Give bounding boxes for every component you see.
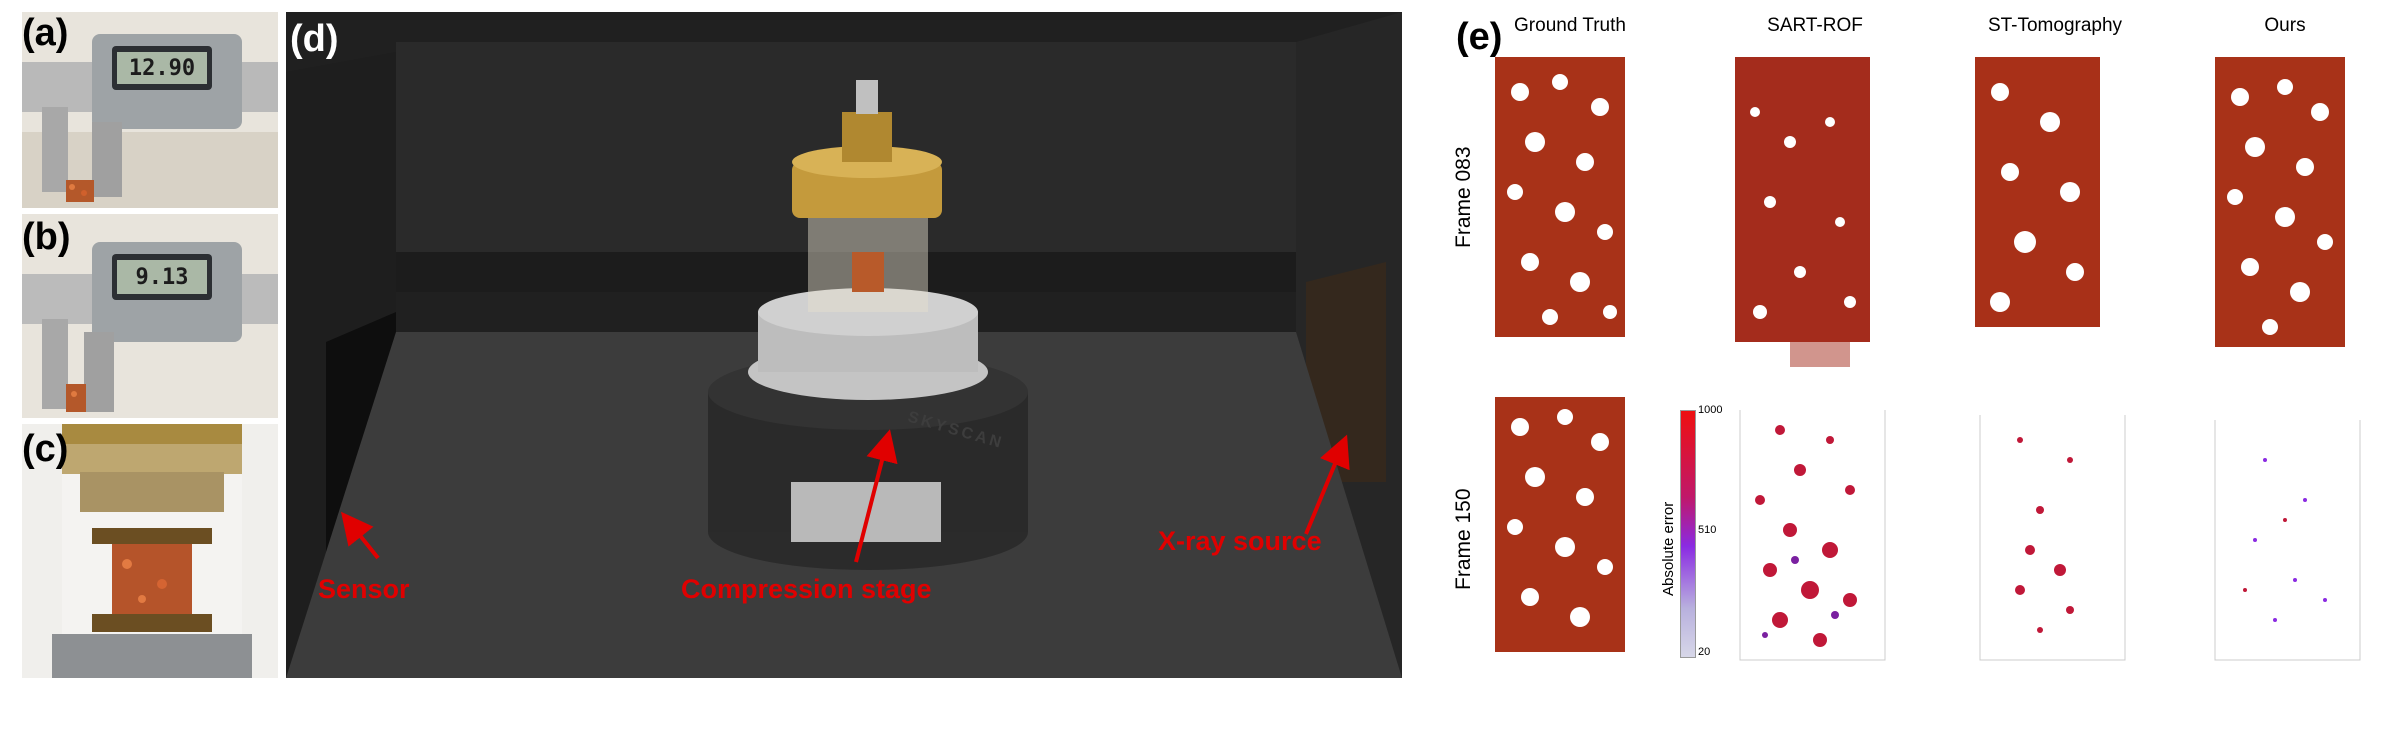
panel-a-label: (a): [22, 12, 69, 54]
render-ground-truth-frame-083: [1495, 57, 1625, 337]
row-title-frame-150: Frame 150: [1452, 488, 1475, 590]
column-title-sart-rof: SART-ROF: [1767, 15, 1863, 36]
scanner-chamber-illustration: [286, 12, 1402, 678]
panel-b-label: (b): [22, 216, 71, 258]
column-title-ours: Ours: [2264, 15, 2306, 36]
annotation-arrows: [341, 429, 1350, 563]
panel-d-label: (d): [290, 18, 339, 60]
panel-e-label: (e): [1456, 16, 1503, 58]
colorbar: [1680, 410, 1696, 658]
render-sart-rof-frame-150-error: [1739, 410, 1886, 661]
photo-a-caliper: 12.90: [22, 12, 278, 208]
caliper-b-illustration: [22, 214, 278, 418]
colorbar-tick-mid: 510: [1698, 524, 1717, 536]
label-sensor: Sensor: [318, 574, 410, 604]
colorbar-title: Absolute error: [1660, 501, 1677, 596]
column-title-ground-truth: Ground Truth: [1514, 15, 1626, 36]
render-st-tomography-frame-150-error: [1979, 415, 2126, 661]
caliper-a-reading: 12.90: [128, 56, 196, 81]
render-ours-frame-150-error: [2214, 420, 2361, 661]
render-ground-truth-frame-150: [1495, 397, 1625, 652]
compression-sample-illustration: [22, 424, 278, 678]
stage-arrow: [854, 429, 898, 563]
label-xray-source: X-ray source: [1158, 526, 1322, 556]
caliper-b-reading: 9.13: [135, 265, 189, 290]
column-title-st-tomography: ST-Tomography: [1987, 15, 2123, 36]
source-arrow: [1304, 434, 1350, 535]
render-st-tomography-frame-083: [1975, 57, 2100, 327]
panel-c-label: (c): [22, 428, 69, 470]
render-ours-frame-083: [2215, 57, 2345, 347]
photo-c-compression-sample: [22, 424, 278, 678]
colorbar-tick-bottom: 20: [1698, 646, 1711, 658]
colorbar-tick-top: 1000: [1698, 404, 1723, 416]
photo-b-caliper: 9.13: [22, 214, 278, 418]
label-compression-stage: Compression stage: [681, 574, 932, 604]
photo-d-scanner-chamber: SKYSCAN Sensor Compression stage X-ray s…: [286, 12, 1402, 678]
caliper-a-illustration: [22, 12, 278, 208]
render-sart-rof-frame-083: [1735, 57, 1870, 367]
sensor-arrow: [341, 511, 380, 560]
row-title-frame-083: Frame 083: [1452, 146, 1475, 248]
